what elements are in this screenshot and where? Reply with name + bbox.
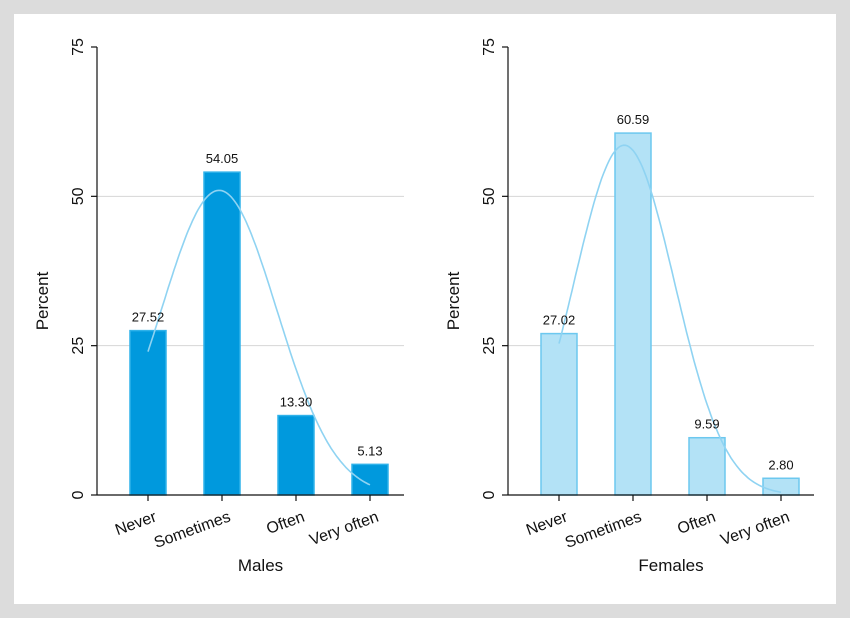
y-tick-label: 0: [481, 490, 498, 499]
density-curve: [147, 189, 371, 486]
bar: [540, 332, 578, 496]
y-axis-title: Percent: [444, 271, 463, 330]
x-tick-label: Very often: [307, 509, 381, 550]
x-tick-label: Sometimes: [152, 509, 233, 552]
y-tick-label: 75: [70, 38, 87, 56]
y-tick-label: 50: [70, 187, 87, 205]
y-tick-label: 75: [481, 38, 498, 56]
x-tick-label: Often: [264, 509, 307, 538]
y-tick-label: 50: [481, 187, 498, 205]
data-label: 2.80: [768, 457, 793, 472]
figure-frame: 0 25 50 75 Percent Never Sometimes Often Very of…: [14, 14, 836, 604]
bar: [203, 171, 241, 496]
x-tick-label: Very often: [718, 509, 792, 550]
x-tick-label: Sometimes: [563, 509, 644, 552]
x-tick-label: Never: [113, 508, 160, 539]
data-label: 60.59: [617, 112, 650, 127]
x-tick-label: Often: [675, 509, 718, 538]
data-label: 27.52: [132, 310, 165, 325]
bar: [614, 132, 652, 496]
y-tick-label: 0: [70, 490, 87, 499]
y-tick-label: 25: [70, 337, 87, 355]
bar: [351, 463, 389, 496]
bar: [762, 477, 800, 496]
data-label: 27.02: [543, 313, 576, 328]
bar: [688, 436, 726, 496]
y-tick-label: 25: [481, 337, 498, 355]
bar: [277, 414, 315, 496]
data-label: 13.30: [280, 395, 313, 410]
y-axis-title: Percent: [33, 271, 52, 330]
x-axis-title: Males: [238, 556, 283, 575]
data-label: 9.59: [694, 417, 719, 432]
data-label: 5.13: [357, 443, 382, 458]
x-tick-label: Never: [524, 508, 571, 539]
bar: [129, 329, 167, 496]
x-axis-title: Females: [638, 556, 703, 575]
density-curve: [558, 144, 782, 493]
data-label: 54.05: [206, 151, 239, 166]
